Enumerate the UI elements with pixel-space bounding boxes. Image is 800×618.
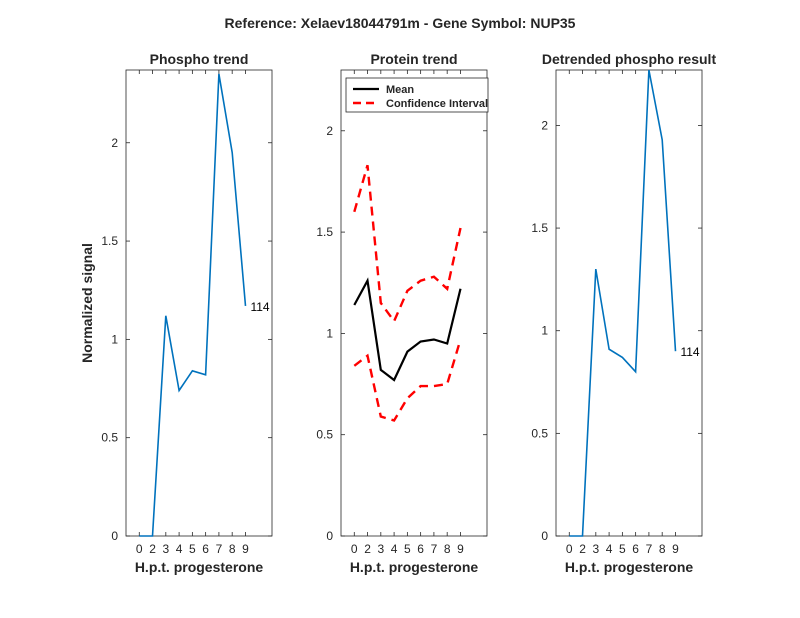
ci-line (353, 164, 462, 324)
x-tick-label: 2 (364, 542, 371, 556)
x-axis-label: H.p.t. progesterone (135, 559, 264, 575)
x-axis-label: H.p.t. progesterone (350, 559, 479, 575)
x-tick-label: 7 (216, 542, 223, 556)
x-tick-label: 0 (136, 542, 143, 556)
x-tick-label: 5 (404, 542, 411, 556)
ci-line (353, 339, 462, 422)
x-tick-label: 0 (351, 542, 358, 556)
x-tick-label: 6 (202, 542, 209, 556)
x-tick-label: 7 (646, 542, 653, 556)
y-tick-label: 2 (111, 136, 118, 150)
y-tick-label: 1 (111, 332, 118, 346)
y-tick-label: 0.5 (316, 428, 333, 442)
x-tick-label: 8 (229, 542, 236, 556)
y-tick-label: 1.5 (101, 234, 118, 248)
axes-box (125, 69, 273, 537)
x-tick-label: 0 (566, 542, 573, 556)
y-tick-label: 1 (326, 326, 333, 340)
legend-box (345, 77, 489, 113)
x-tick-label: 3 (162, 542, 169, 556)
y-tick-label: 0 (541, 529, 548, 543)
x-tick-label: 6 (417, 542, 424, 556)
mean-line (353, 277, 462, 382)
x-tick-label: 9 (457, 542, 464, 556)
series-line (139, 73, 247, 537)
x-tick-label: 7 (431, 542, 438, 556)
x-tick-label: 8 (659, 542, 666, 556)
y-tick-label: 2 (541, 118, 548, 132)
axes-box (340, 69, 488, 537)
x-tick-label: 4 (176, 542, 183, 556)
panel-3: Detrended phospho result H.p.t. progester… (531, 51, 716, 575)
panel-title: Phospho trend (150, 51, 249, 67)
x-tick-label: 3 (592, 542, 599, 556)
panel-title: Protein trend (370, 51, 457, 67)
legend-mean-label: Mean (386, 84, 414, 96)
x-tick-label: 2 (579, 542, 586, 556)
y-tick-label: 0 (111, 529, 118, 543)
x-tick-label: 3 (377, 542, 384, 556)
y-tick-label: 2 (326, 124, 333, 138)
x-tick-label: 4 (391, 542, 398, 556)
figure-title: Reference: Xelaev18044791m - Gene Symbol… (225, 15, 576, 31)
y-tick-label: 0.5 (101, 431, 118, 445)
legend: Mean Confidence Interval (345, 77, 489, 113)
x-tick-label: 8 (444, 542, 451, 556)
x-tick-label: 2 (149, 542, 156, 556)
x-tick-label: 9 (672, 542, 679, 556)
series-line (569, 69, 677, 537)
panel-title: Detrended phospho result (542, 51, 717, 67)
x-tick-label: 9 (242, 542, 249, 556)
x-tick-label: 4 (606, 542, 613, 556)
y-tick-label: 1.5 (531, 221, 548, 235)
x-tick-label: 5 (189, 542, 196, 556)
y-tick-label: 1.5 (316, 225, 333, 239)
end-point-label: 114 (680, 345, 699, 359)
legend-ci-label: Confidence Interval (386, 98, 488, 110)
end-point-label: 114 (250, 300, 269, 314)
y-axis-label: Normalized signal (79, 243, 95, 363)
y-tick-label: 1 (541, 324, 548, 338)
x-tick-label: 5 (619, 542, 626, 556)
x-tick-label: 6 (632, 542, 639, 556)
x-axis-label: H.p.t. progesterone (565, 559, 694, 575)
axes-box (555, 69, 703, 537)
y-tick-label: 0.5 (531, 426, 548, 440)
y-tick-label: 0 (326, 529, 333, 543)
